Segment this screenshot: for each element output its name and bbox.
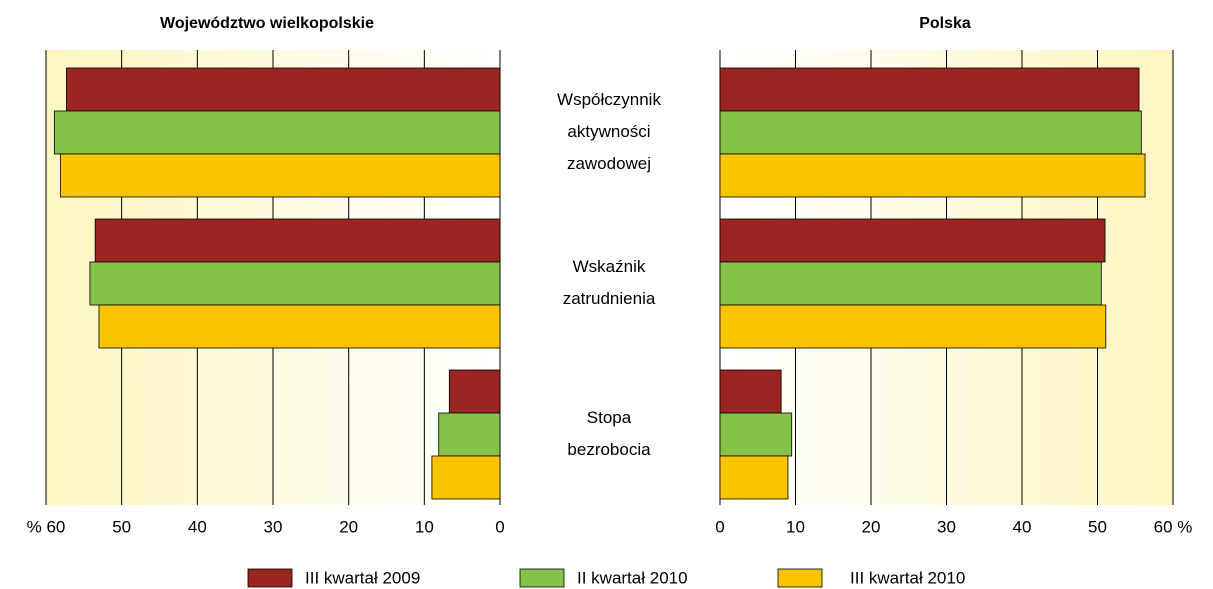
x-tick-label: 60 % bbox=[1154, 517, 1193, 536]
category-label: Wskaźnik bbox=[573, 257, 646, 276]
bar bbox=[438, 412, 501, 457]
bar bbox=[59, 153, 501, 198]
bar bbox=[431, 455, 501, 500]
category-label: Stopa bbox=[587, 408, 632, 427]
bar bbox=[53, 110, 501, 155]
legend-swatch bbox=[519, 568, 565, 588]
x-tick-label: % 60 bbox=[27, 517, 66, 536]
x-tick-label: 50 bbox=[1088, 517, 1107, 536]
bar bbox=[94, 218, 501, 263]
x-tick-label: 20 bbox=[862, 517, 881, 536]
category-label: bezrobocia bbox=[567, 440, 651, 459]
legend-label: III kwartał 2010 bbox=[850, 568, 965, 587]
x-tick-label: 10 bbox=[415, 517, 434, 536]
legend-label: III kwartał 2009 bbox=[305, 568, 420, 587]
category-label: zawodowej bbox=[567, 154, 651, 173]
x-tick-label: 40 bbox=[1013, 517, 1032, 536]
bar bbox=[719, 412, 793, 457]
x-tick-label: 0 bbox=[495, 517, 504, 536]
bar bbox=[719, 218, 1106, 263]
bar bbox=[719, 304, 1107, 349]
legend-swatch bbox=[247, 568, 293, 588]
x-tick-label: 30 bbox=[264, 517, 283, 536]
bar bbox=[66, 67, 501, 112]
bar bbox=[719, 261, 1102, 306]
x-tick-label: 40 bbox=[188, 517, 207, 536]
panel-title: Województwo wielkopolskie bbox=[160, 15, 374, 32]
panel-title: Polska bbox=[919, 15, 971, 32]
bar bbox=[98, 304, 501, 349]
category-label: Współczynnik bbox=[557, 90, 661, 109]
bar bbox=[719, 153, 1146, 198]
bar bbox=[719, 369, 782, 414]
x-tick-label: 30 bbox=[937, 517, 956, 536]
bar bbox=[719, 455, 789, 500]
category-label: aktywności bbox=[567, 122, 650, 141]
legend-label: II kwartał 2010 bbox=[577, 568, 688, 587]
bar bbox=[448, 369, 501, 414]
x-tick-label: 10 bbox=[786, 517, 805, 536]
category-label: zatrudnienia bbox=[563, 289, 656, 308]
x-tick-label: 0 bbox=[715, 517, 724, 536]
bar bbox=[719, 110, 1142, 155]
bar bbox=[89, 261, 501, 306]
x-tick-label: 20 bbox=[339, 517, 358, 536]
legend-swatch bbox=[777, 568, 823, 588]
bar bbox=[719, 67, 1140, 112]
x-tick-label: 50 bbox=[112, 517, 131, 536]
